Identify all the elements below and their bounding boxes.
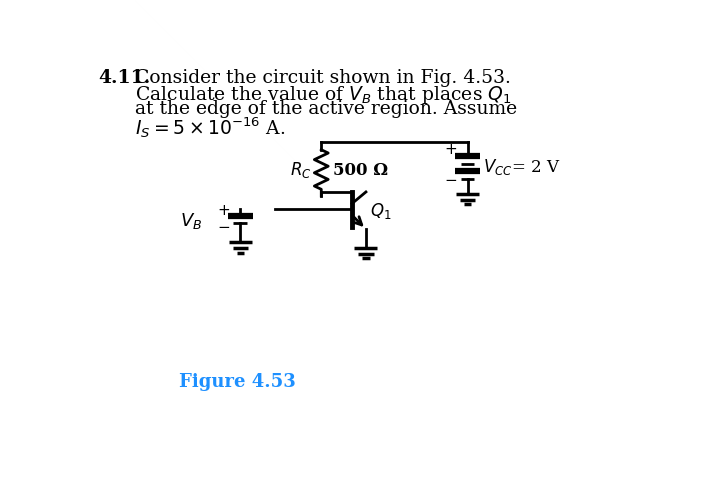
Text: $Q_1$: $Q_1$	[370, 201, 392, 221]
Text: −: −	[444, 173, 457, 188]
Text: $V_B$: $V_B$	[180, 211, 202, 231]
Text: $R_C$: $R_C$	[290, 161, 312, 181]
Text: −: −	[217, 220, 230, 235]
Text: Calculate the value of $V_B$ that places $Q_1$: Calculate the value of $V_B$ that places…	[135, 84, 511, 106]
Text: +: +	[444, 142, 457, 157]
Text: at the edge of the active region. Assume: at the edge of the active region. Assume	[135, 100, 517, 118]
Text: 4.11.: 4.11.	[98, 69, 150, 87]
Text: $V_{CC}$= 2 V: $V_{CC}$= 2 V	[483, 157, 561, 178]
Text: Consider the circuit shown in Fig. 4.53.: Consider the circuit shown in Fig. 4.53.	[135, 69, 510, 87]
Text: $I_S = 5 \times 10^{-16}$ A.: $I_S = 5 \times 10^{-16}$ A.	[135, 115, 285, 140]
Text: +: +	[217, 203, 230, 218]
Text: 500 Ω: 500 Ω	[333, 162, 388, 179]
Text: Figure 4.53: Figure 4.53	[179, 373, 295, 391]
